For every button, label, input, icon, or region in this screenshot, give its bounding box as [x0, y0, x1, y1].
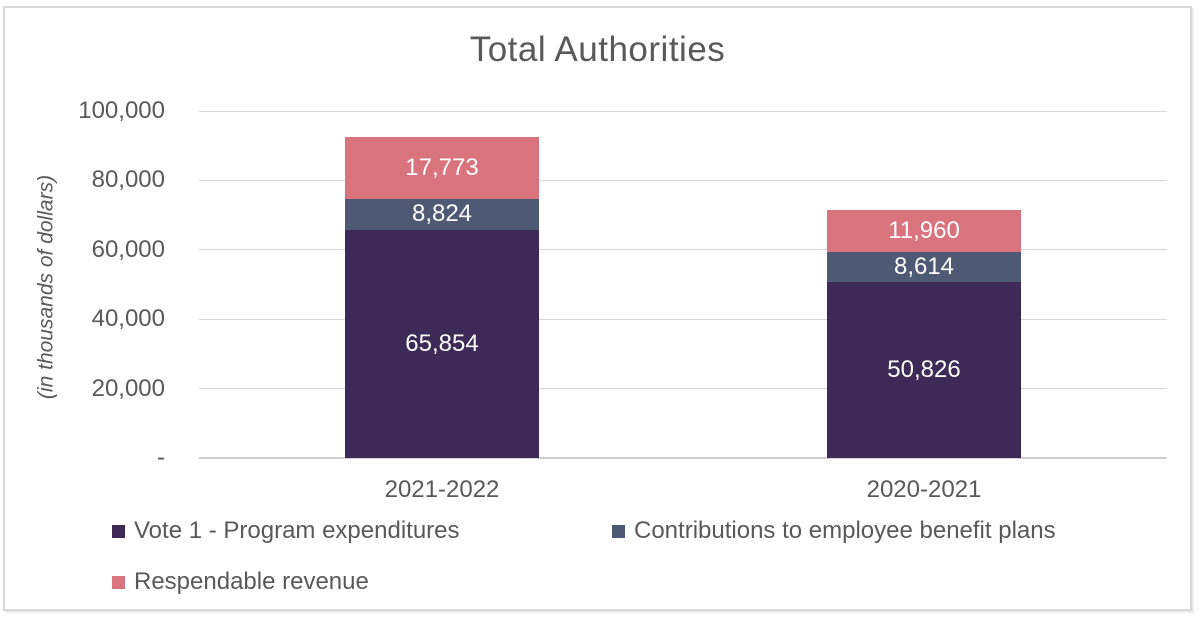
legend-marker-vote1-icon — [112, 524, 125, 538]
bar-segment: 8,824 — [345, 198, 539, 230]
legend-item-respendable: Respendable revenue — [112, 568, 369, 595]
bar-segment: 11,960 — [827, 210, 1021, 252]
gridline — [199, 319, 1167, 320]
bar-segment-label: 50,826 — [887, 355, 961, 383]
plot-area: 65,854 8,824 17,773 50,826 8,614 11,960 — [199, 111, 1167, 459]
legend-item-vote1: Vote 1 - Program expenditures — [112, 517, 460, 544]
legend-marker-respendable-icon — [112, 575, 125, 589]
legend-label-respendable: Respendable revenue — [134, 568, 369, 595]
x-axis-label: 2020-2021 — [866, 476, 982, 503]
gridline — [199, 111, 1167, 112]
bar-segment-label: 17,773 — [405, 154, 479, 182]
chart-frame: Total Authorities (in thousands of dolla… — [3, 6, 1192, 611]
gridline — [199, 180, 1167, 181]
legend-label-vote1: Vote 1 - Program expenditures — [134, 517, 460, 544]
bar-segment-label: 8,614 — [893, 252, 955, 280]
bar-segment-label: 8,824 — [411, 200, 473, 228]
legend-item-contributions: Contributions to employee benefit plans — [612, 517, 1056, 544]
bar-segment-label: 11,960 — [888, 216, 960, 244]
chart-title: Total Authorities — [469, 30, 726, 69]
bar-segment: 8,614 — [827, 251, 1021, 282]
legend-label-contributions: Contributions to employee benefit plans — [634, 517, 1056, 544]
y-axis-tick-label: - — [157, 444, 165, 471]
y-axis-tick-label: 80,000 — [91, 166, 165, 193]
bar-segment: 50,826 — [827, 281, 1021, 458]
bar-segment: 65,854 — [345, 229, 539, 458]
bar-segment: 17,773 — [345, 137, 539, 199]
y-axis-tick-label: 20,000 — [91, 375, 165, 402]
legend-marker-contributions-icon — [612, 524, 625, 538]
y-axis-tick-label: 100,000 — [78, 97, 165, 124]
bar-segment-label: 65,854 — [405, 329, 479, 357]
y-axis-tick-label: 60,000 — [91, 236, 165, 263]
x-axis-label: 2021-2022 — [384, 476, 500, 503]
gridline — [199, 388, 1167, 389]
y-axis-tick-label: 40,000 — [91, 305, 165, 332]
gridline — [199, 249, 1167, 250]
x-axis-line — [199, 457, 1167, 459]
